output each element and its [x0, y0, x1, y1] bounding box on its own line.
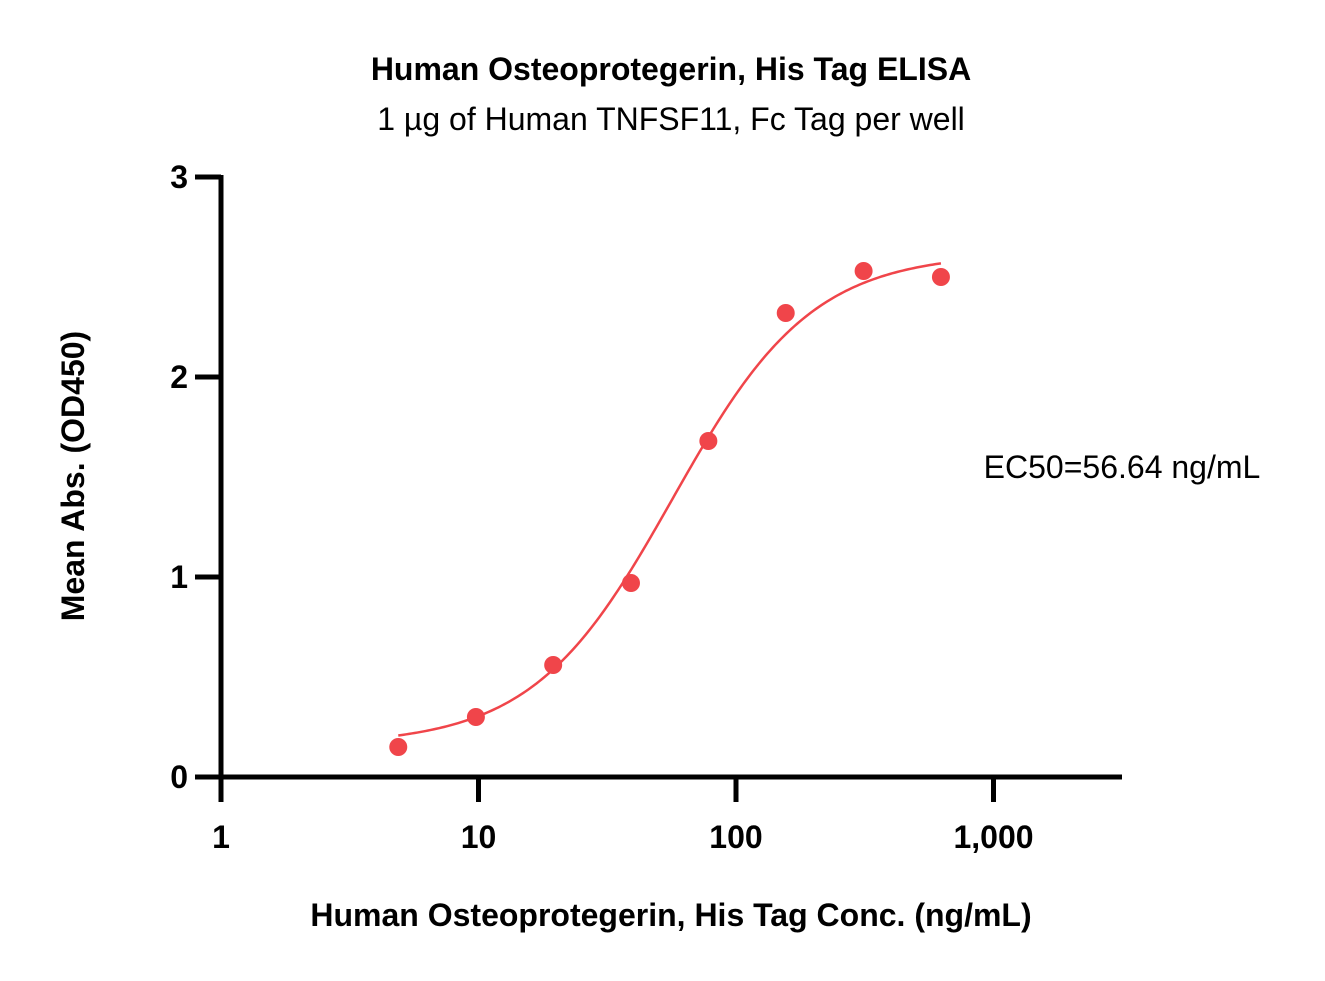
- chart-title: Human Osteoprotegerin, His Tag ELISA: [371, 51, 971, 87]
- y-ticks: 0 1 2 3: [170, 159, 221, 795]
- ec50-annotation: EC50=56.64 ng/mL: [984, 449, 1261, 485]
- x-tick-label: 100: [709, 819, 762, 855]
- y-tick-label: 3: [170, 159, 188, 195]
- x-tick-label: 10: [461, 819, 497, 855]
- chart-subtitle: 1 µg of Human TNFSF11, Fc Tag per well: [377, 101, 965, 137]
- y-tick-label: 0: [170, 759, 188, 795]
- x-tick-label: 1: [212, 819, 230, 855]
- data-point: [389, 738, 408, 756]
- data-point: [621, 574, 640, 592]
- data-points: [389, 262, 950, 756]
- y-tick-label: 1: [170, 559, 188, 595]
- data-point: [854, 262, 873, 280]
- fit-curve: [398, 262, 942, 737]
- data-point: [699, 432, 718, 450]
- y-tick-label: 2: [170, 359, 188, 395]
- y-axis-label: Mean Abs. (OD450): [55, 331, 91, 621]
- data-point: [776, 304, 795, 322]
- x-tick-label: 1,000: [953, 819, 1033, 855]
- x-ticks: 1 10 100 1,000: [212, 777, 1034, 855]
- data-point: [466, 708, 485, 726]
- x-axis-label: Human Osteoprotegerin, His Tag Conc. (ng…: [310, 897, 1031, 933]
- data-point: [544, 656, 563, 674]
- data-point: [931, 268, 950, 286]
